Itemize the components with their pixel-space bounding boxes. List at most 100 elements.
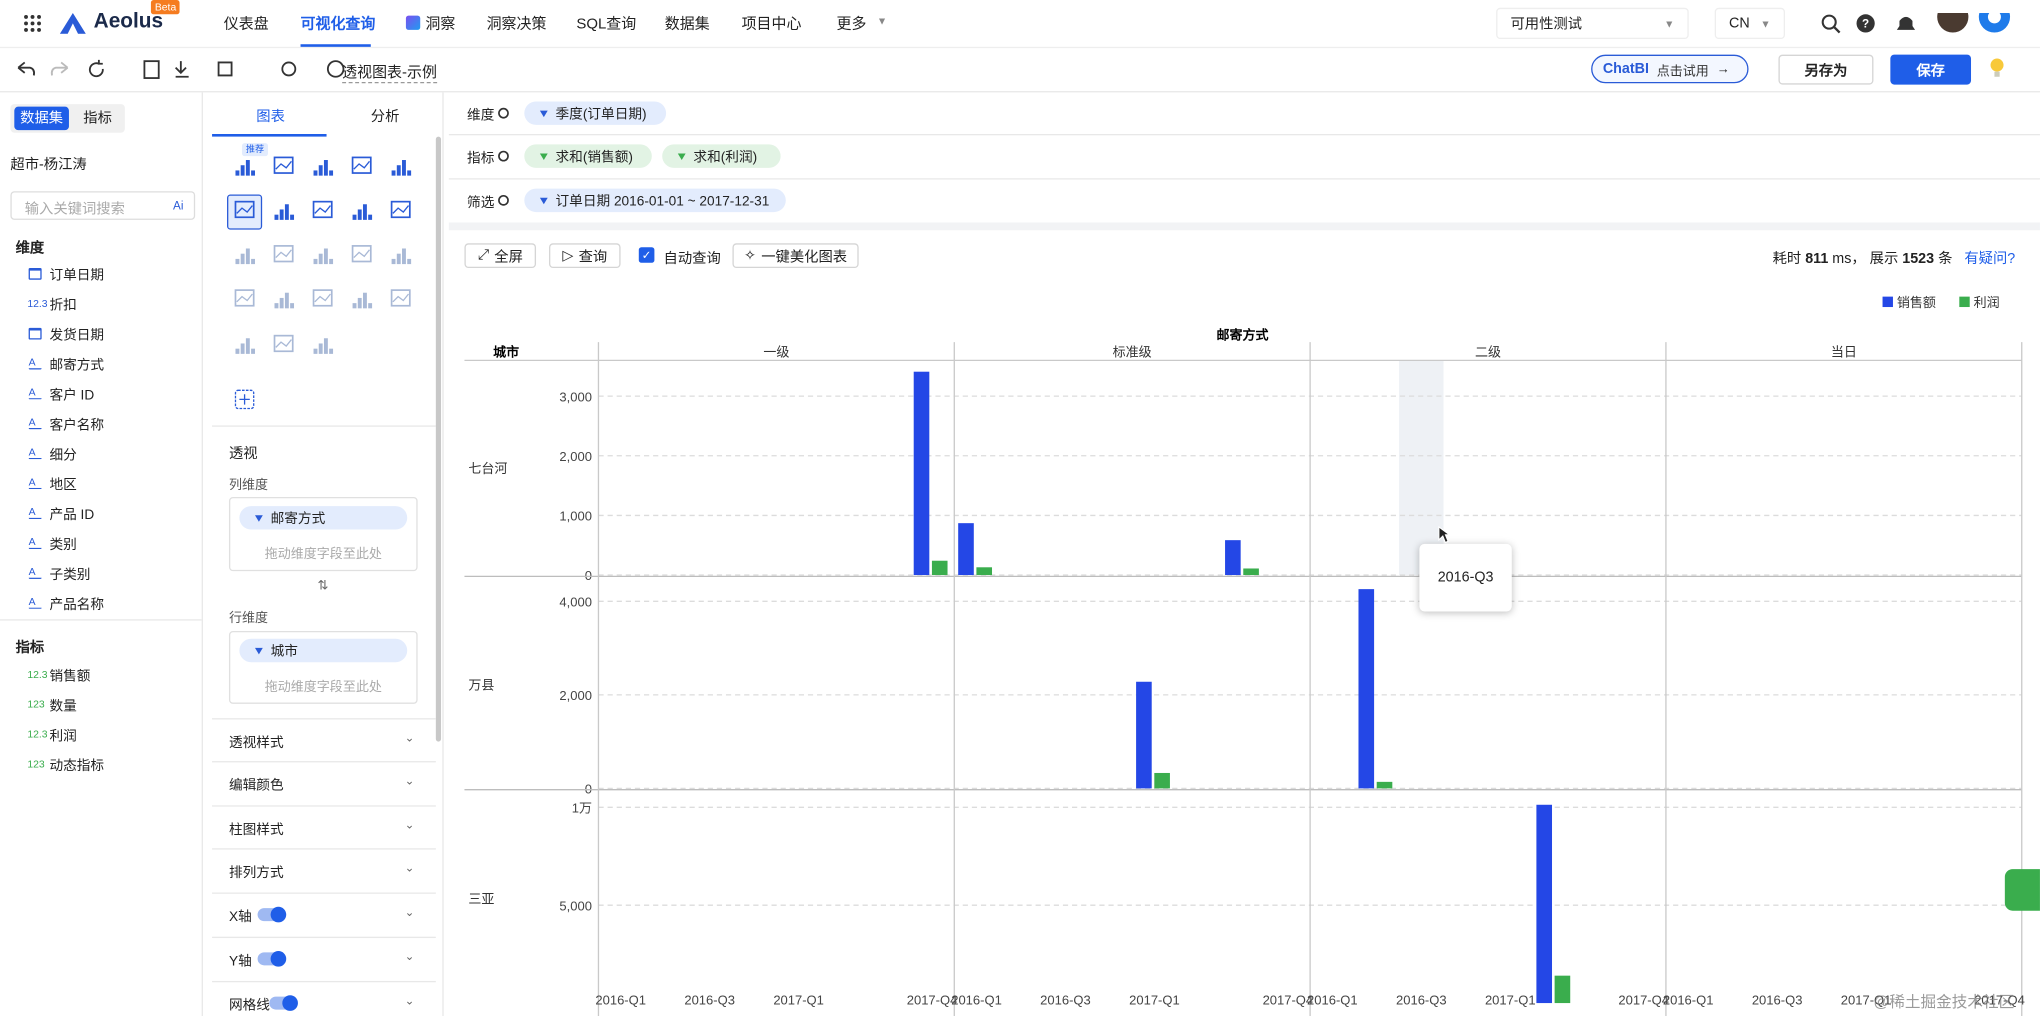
chart-type-glyph	[318, 253, 323, 265]
auto-query-label[interactable]: 自动查询	[663, 251, 721, 267]
help-link[interactable]: 有疑问?	[1964, 251, 2016, 267]
lang-select[interactable]: CN ▼	[1714, 7, 1785, 40]
section-title[interactable]: 排列方式	[228, 865, 284, 881]
auto-query-checkbox[interactable]: ✓	[638, 247, 655, 263]
col-dim-drop[interactable]	[228, 496, 418, 572]
section-title[interactable]: 透视样式	[228, 735, 284, 751]
dim-pill[interactable]: 季度(订单日期)	[524, 101, 667, 125]
x-tick-label: 2016-Q1	[1307, 992, 1358, 1007]
recommend-badge: 推荐	[241, 143, 269, 157]
filter: 订单日期 2016-01-01 ~ 2017-12-31	[555, 193, 770, 209]
query: 查询	[578, 249, 608, 265]
field-name[interactable]: 发货日期	[49, 327, 105, 344]
toggle-switch[interactable]	[269, 995, 298, 1011]
selected-chart-type	[227, 194, 263, 230]
icon: ✧	[744, 248, 757, 265]
section-title[interactable]: 编辑颜色	[228, 777, 284, 794]
field-name[interactable]: 折扣	[49, 297, 77, 314]
field-name[interactable]: 订单日期	[49, 268, 105, 284]
chatbi-label: ChatBI	[1602, 61, 1649, 77]
chart-type-glyph	[390, 200, 411, 219]
search-ai[interactable]: Ai	[173, 199, 184, 213]
x-tick-label: 2017-Q1	[1841, 992, 1892, 1007]
chart-type-glyph	[402, 160, 406, 176]
toggle-switch[interactable]	[257, 906, 287, 923]
swap-icon[interactable]: ⇅	[317, 578, 329, 594]
col-dim-pill[interactable]: 邮寄方式	[239, 506, 408, 530]
section-title[interactable]: 柱图样式	[228, 822, 284, 838]
bar	[976, 567, 993, 576]
time-unit: ms，	[1832, 251, 1866, 267]
nav-item[interactable]: SQL查询	[576, 16, 637, 33]
chart-type-glyph	[368, 303, 373, 309]
field-name[interactable]: 邮寄方式	[49, 357, 105, 374]
field-name[interactable]: 类别	[49, 537, 77, 553]
tab-chart[interactable]: 图表	[256, 109, 285, 125]
chart-type-glyph	[357, 209, 362, 220]
chart-type-glyph	[313, 258, 318, 265]
tab-analysis[interactable]: 分析	[370, 109, 400, 125]
nav-item[interactable]: 数据集	[664, 16, 710, 33]
field-name[interactable]: 销售额	[49, 668, 91, 685]
filter-pill[interactable]: 订单日期 2016-01-01 ~ 2017-12-31	[524, 188, 786, 213]
nav-icons[interactable]: ?	[1821, 13, 2016, 36]
query-button[interactable]: ▷ 查询	[549, 243, 621, 269]
divider	[448, 134, 2040, 136]
column-label: 当日	[1831, 344, 1857, 359]
field-name[interactable]: 产品名称	[49, 597, 105, 613]
report-title[interactable]: 透视图表-示例	[342, 61, 437, 84]
nav-item[interactable]: 可视化查询	[300, 16, 376, 33]
project-select[interactable]: 可用性测试 ▼	[1496, 7, 1689, 40]
nav-item[interactable]: 更多	[836, 16, 867, 33]
toggle-label: X轴	[228, 909, 252, 926]
setting-icons[interactable]	[497, 105, 510, 209]
nav-item[interactable]: 洞察	[425, 16, 456, 33]
project-name: 可用性测试	[1510, 16, 1583, 33]
field-name[interactable]: 子类别	[49, 567, 91, 583]
measure-pill[interactable]: 求和(销售额)	[524, 144, 652, 168]
chart-type-glyph	[314, 205, 331, 214]
x-tick-label: 2016-Q1	[1663, 992, 1714, 1007]
nav-item[interactable]: 洞察决策	[486, 16, 547, 33]
field-icon: A	[28, 387, 42, 400]
save-as-button[interactable]: 另存为	[1778, 54, 1874, 85]
field-name[interactable]: 地区	[49, 477, 77, 494]
toggle-knob	[282, 995, 298, 1011]
side-tab[interactable]	[2004, 869, 2040, 911]
beautify-button[interactable]: ✧ 一键美化图表	[732, 243, 859, 269]
field-name[interactable]: 动态指标	[49, 758, 105, 775]
toggle-switch[interactable]	[257, 951, 287, 967]
row-dim-drop[interactable]	[228, 630, 418, 704]
search-box[interactable]	[10, 191, 196, 220]
row-dim-pill[interactable]: 城市	[239, 638, 408, 663]
chart-type-grid[interactable]	[212, 150, 440, 417]
scrollbar[interactable]	[435, 136, 442, 742]
field-name[interactable]: 利润	[49, 728, 77, 745]
apps-icon[interactable]	[23, 14, 41, 32]
field-name[interactable]: 产品 ID	[49, 507, 95, 524]
rows-prefix: 展示	[1869, 251, 1899, 267]
chatbi-button[interactable]: ChatBI 点击试用 →	[1591, 54, 1749, 84]
nav-item[interactable]: 项目中心	[741, 16, 802, 33]
chart-type-glyph	[402, 248, 406, 265]
measure-pill[interactable]: 求和(利润)	[662, 144, 781, 168]
toolbar-icons[interactable]	[13, 57, 468, 83]
field-name[interactable]: 客户 ID	[49, 387, 95, 404]
chart-type-glyph	[318, 165, 323, 176]
field-name[interactable]: 细分	[49, 447, 77, 464]
chart-type-glyph	[290, 214, 295, 220]
fullscreen-button[interactable]: ⤢ 全屏	[464, 243, 537, 269]
icon: ⤢	[477, 247, 490, 263]
nav-item[interactable]: 仪表盘	[223, 16, 269, 33]
save-button[interactable]: 保存	[1890, 54, 1972, 85]
bulb-icon[interactable]	[1989, 57, 2005, 80]
tab-metrics[interactable]: 指标	[83, 110, 112, 127]
arrow: →	[1716, 61, 1730, 77]
field-name[interactable]: 客户名称	[49, 417, 105, 434]
column-label: 一级	[763, 344, 789, 359]
chevron: ⌄	[404, 731, 415, 745]
field-icon	[28, 327, 42, 340]
add-chart-type	[239, 394, 250, 405]
field-name[interactable]: 数量	[49, 698, 77, 715]
tab-dataset[interactable]: 数据集	[14, 106, 69, 131]
